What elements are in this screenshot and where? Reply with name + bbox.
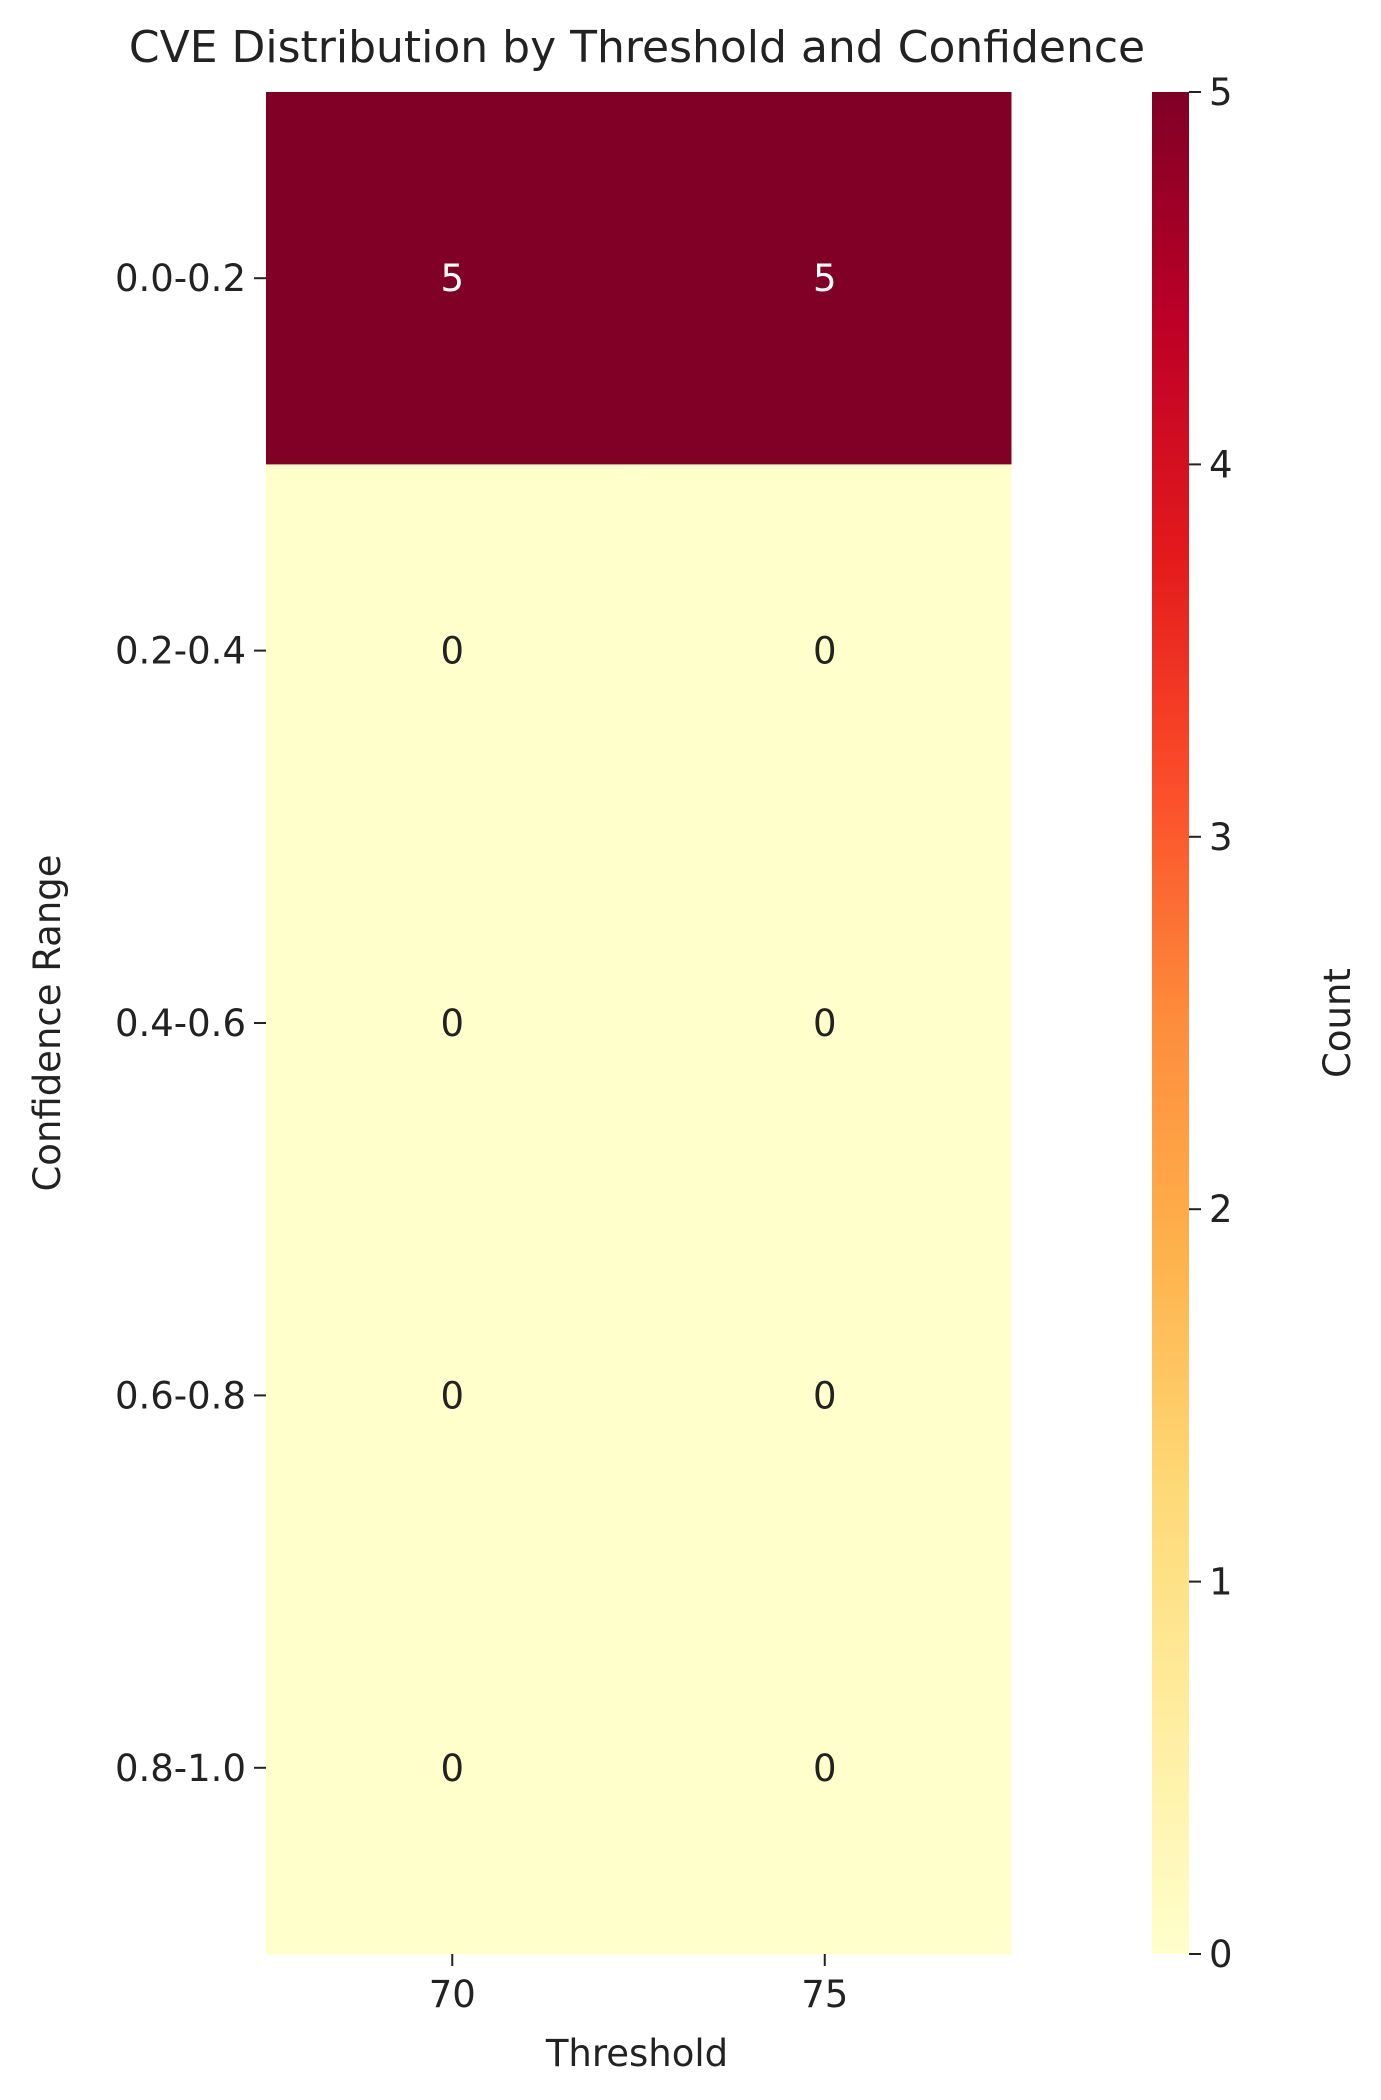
colorbar-tick-label: 1	[1209, 1561, 1233, 1604]
x-tick-label: 75	[801, 1973, 848, 2016]
y-axis-ticks: 0.0-0.2 0.2-0.4 0.4-0.6 0.6-0.8 0.8-1.0	[115, 257, 266, 1790]
heatmap-cell-0.8-1.0-75	[638, 1581, 1012, 1955]
cell-value-label: 0	[440, 1002, 464, 1045]
colorbar-tick-label: 4	[1209, 443, 1233, 486]
x-tick-label: 70	[429, 1973, 476, 2016]
y-tick-label: 0.6-0.8	[115, 1374, 246, 1417]
y-tick-label: 0.2-0.4	[115, 630, 246, 673]
colorbar-ticks: 0 1 2 3 4 5	[1189, 71, 1233, 1976]
cell-value-label: 0	[813, 1374, 837, 1417]
cell-value-label: 5	[813, 257, 837, 300]
colorbar	[1152, 92, 1189, 1954]
y-tick-label: 0.0-0.2	[115, 257, 246, 300]
x-axis-label: Threshold	[545, 2032, 728, 2075]
colorbar-tick-label: 5	[1209, 71, 1233, 114]
heatmap-cell-0.2-0.4-75	[638, 464, 1012, 838]
cell-value-label: 0	[813, 1002, 837, 1045]
colorbar-tick-label: 2	[1209, 1188, 1233, 1231]
y-tick-label: 0.4-0.6	[115, 1002, 246, 1045]
colorbar-tick-label: 3	[1209, 816, 1233, 859]
cell-value-label: 0	[440, 1374, 464, 1417]
cell-annotations: 5 5 0 0 0 0 0 0 0 0	[440, 257, 836, 1790]
cell-value-label: 0	[440, 630, 464, 673]
heatmap-cell-0.6-0.8-70	[266, 1209, 639, 1583]
colorbar-tick-label: 0	[1209, 1933, 1233, 1976]
cell-value-label: 5	[440, 257, 464, 300]
heatmap-cell-0.0-0.2-75	[638, 92, 1012, 465]
heatmap-cells	[266, 92, 1012, 1955]
heatmap-cell-0.0-0.2-70	[266, 92, 639, 465]
cell-value-label: 0	[813, 630, 837, 673]
x-axis-ticks: 70 75	[429, 1954, 848, 2016]
cell-value-label: 0	[440, 1747, 464, 1790]
heatmap-cell-0.2-0.4-70	[266, 464, 639, 838]
cell-value-label: 0	[813, 1747, 837, 1790]
colorbar-label: Count	[1316, 968, 1359, 1078]
y-tick-label: 0.8-1.0	[115, 1747, 246, 1790]
heatmap-cell-0.4-0.6-70	[266, 836, 639, 1210]
heatmap-cell-0.8-1.0-70	[266, 1581, 639, 1955]
heatmap-cell-0.4-0.6-75	[638, 836, 1012, 1210]
heatmap-cell-0.6-0.8-75	[638, 1209, 1012, 1583]
chart-title: CVE Distribution by Threshold and Confid…	[129, 22, 1145, 73]
y-axis-label: Confidence Range	[26, 854, 69, 1191]
